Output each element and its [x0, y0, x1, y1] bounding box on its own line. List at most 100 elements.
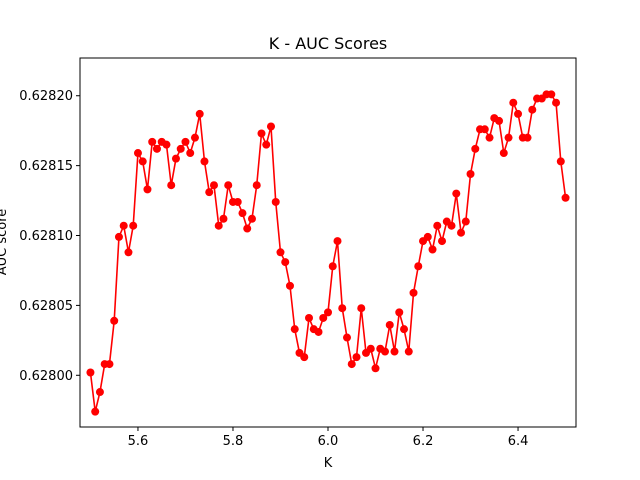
data-point — [319, 313, 328, 322]
x-tick-label: 6.2 — [413, 434, 434, 449]
plot-frame — [79, 57, 577, 428]
data-point — [552, 98, 561, 107]
data-point — [480, 125, 489, 134]
data-point — [423, 232, 432, 241]
y-tick-label: 0.62820 — [19, 89, 73, 104]
data-point — [276, 248, 285, 257]
data-point — [433, 221, 442, 230]
data-point — [514, 109, 523, 118]
data-point — [504, 133, 513, 142]
data-point — [343, 333, 351, 342]
data-point — [314, 327, 323, 336]
data-point — [152, 144, 161, 153]
x-tick-label: 5.6 — [128, 434, 149, 449]
data-point — [371, 364, 380, 373]
data-point — [528, 105, 537, 114]
y-tick-label: 0.62810 — [19, 229, 73, 244]
data-point — [404, 347, 413, 356]
data-point — [238, 209, 247, 218]
data-point — [129, 221, 138, 230]
data-point — [366, 344, 375, 353]
data-point — [447, 221, 456, 230]
data-point — [114, 232, 123, 241]
data-point — [499, 149, 508, 158]
data-point — [119, 221, 128, 230]
data-point — [338, 304, 347, 313]
data-point — [357, 304, 366, 313]
data-point — [385, 320, 394, 329]
data-point — [247, 214, 256, 223]
data-point — [167, 181, 176, 190]
data-point — [509, 98, 518, 107]
data-point — [214, 221, 223, 230]
data-point — [138, 157, 147, 166]
data-point — [390, 347, 399, 356]
y-axis-label: AUC score — [0, 209, 10, 276]
data-point — [252, 181, 261, 190]
data-point — [347, 360, 356, 369]
data-point — [395, 308, 404, 317]
data-point — [266, 122, 275, 131]
data-point — [162, 140, 171, 149]
data-point — [281, 258, 290, 267]
data-point — [219, 214, 228, 223]
data-point — [124, 248, 133, 257]
data-point — [186, 149, 195, 158]
data-point — [91, 407, 100, 416]
data-point — [181, 137, 190, 146]
data-point — [352, 353, 361, 362]
data-point — [485, 133, 494, 142]
data-point — [148, 137, 157, 146]
data-point — [209, 181, 218, 190]
y-tick-label: 0.62805 — [19, 299, 73, 314]
data-point — [333, 237, 342, 246]
data-point — [461, 217, 470, 226]
y-tick-label: 0.62800 — [19, 369, 73, 384]
data-point — [95, 388, 104, 397]
data-point — [400, 325, 409, 334]
data-point — [471, 144, 480, 153]
data-point — [200, 157, 209, 166]
data-point — [428, 245, 437, 254]
chart-title: K - AUC Scores — [269, 34, 388, 53]
y-tick-label: 0.62815 — [19, 159, 73, 174]
data-point — [328, 262, 337, 271]
data-point — [271, 197, 280, 206]
data-point — [457, 228, 466, 237]
data-point — [561, 193, 570, 202]
data-point — [381, 347, 390, 356]
data-point — [300, 353, 309, 362]
data-point — [205, 188, 214, 197]
data-point — [290, 325, 299, 334]
data-point — [110, 316, 119, 325]
data-point — [262, 140, 271, 149]
data-point — [305, 313, 313, 322]
data-point — [243, 224, 252, 233]
data-point — [233, 197, 242, 206]
data-point — [105, 360, 114, 369]
data-point — [414, 262, 423, 271]
x-tick-label: 6.4 — [508, 434, 529, 449]
data-point — [285, 281, 294, 290]
data-point — [133, 149, 142, 158]
data-point — [556, 157, 565, 166]
data-point — [171, 154, 180, 163]
data-point — [195, 109, 204, 118]
data-point — [438, 237, 447, 246]
x-axis-label: K — [324, 456, 333, 471]
data-point — [257, 129, 266, 138]
data-point — [547, 90, 556, 99]
data-point — [86, 368, 95, 377]
x-tick-label: 6.0 — [318, 434, 339, 449]
data-point — [190, 133, 199, 142]
data-point — [495, 116, 504, 125]
x-tick-label: 5.8 — [223, 434, 244, 449]
data-point — [466, 170, 475, 179]
data-point — [143, 185, 152, 194]
data-point — [176, 144, 185, 153]
data-point — [409, 288, 418, 297]
data-point — [324, 308, 332, 317]
data-point — [452, 189, 461, 198]
data-point — [523, 133, 532, 142]
